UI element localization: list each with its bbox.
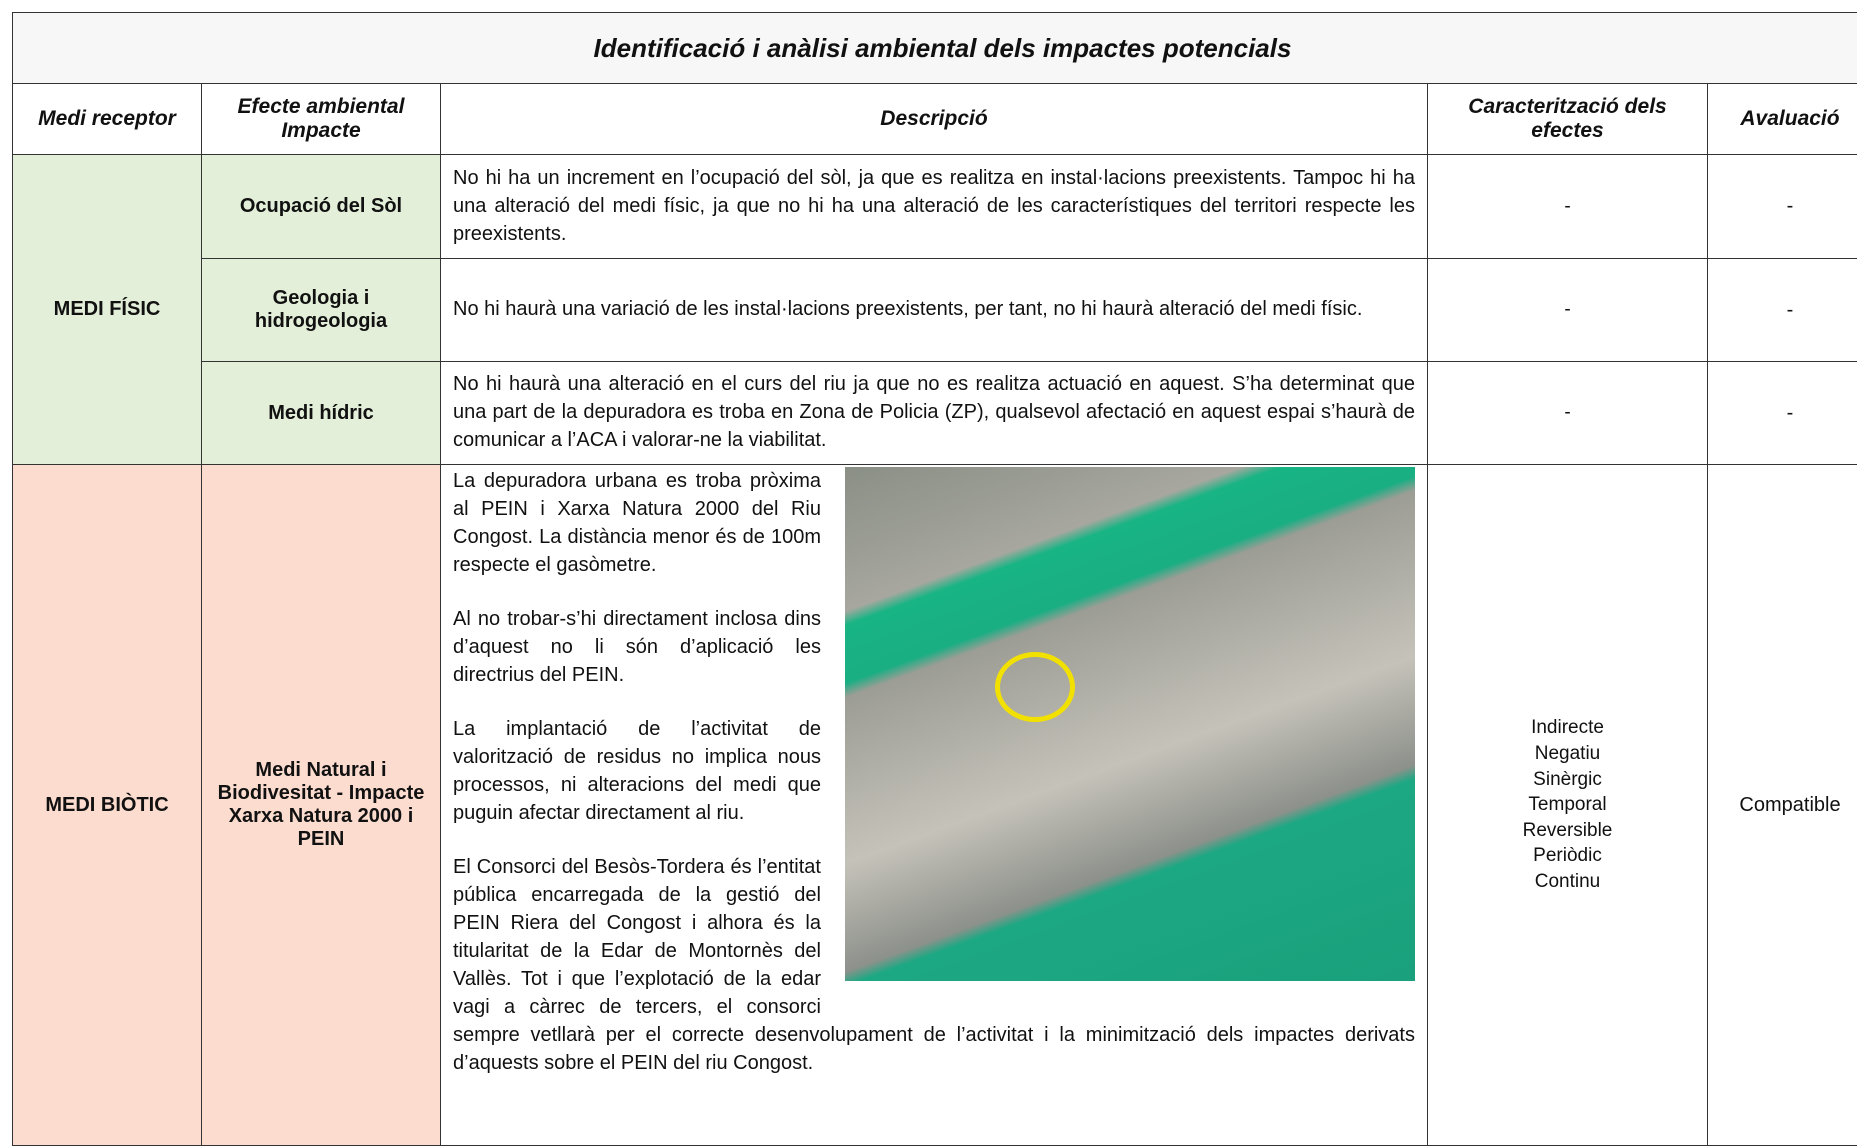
header-cell: Caracterització dels efectes	[1428, 84, 1708, 155]
effect: Indirecte	[1440, 715, 1695, 741]
avaluacio: -	[1708, 362, 1857, 465]
description-paragraph: No hi ha un increment en l’ocupació del …	[453, 164, 1415, 248]
header-cell: Efecte ambiental Impacte	[202, 84, 441, 155]
effect: Continu	[1440, 869, 1695, 895]
avaluacio: Compatible	[1708, 465, 1857, 1146]
efecte: Medi hídric	[202, 362, 441, 465]
effect: -	[1440, 400, 1695, 426]
caracteritzacio: -	[1428, 155, 1708, 259]
header-cell: Medi receptor	[13, 84, 202, 155]
effect: Temporal	[1440, 792, 1695, 818]
descripcio: La depuradora urbana es troba pròxima al…	[441, 465, 1428, 1146]
efecte: Geologia i hidrogeologia	[202, 259, 441, 362]
caracteritzacio: -	[1428, 259, 1708, 362]
medi-receptor: MEDI BIÒTIC	[13, 465, 202, 1146]
description-paragraph: No hi haurà una alteració en el curs del…	[453, 370, 1415, 454]
site-photo	[845, 467, 1415, 981]
location-ring	[995, 652, 1075, 722]
efecte: Ocupació del Sòl	[202, 155, 441, 259]
effect: Negatiu	[1440, 741, 1695, 767]
header-cell: Descripció	[441, 84, 1428, 155]
descripcio: No hi haurà una alteració en el curs del…	[441, 362, 1428, 465]
impact-table: Identificació i anàlisi ambiental dels i…	[12, 12, 1857, 1146]
header-cell: Avaluació	[1708, 84, 1857, 155]
descripcio: No hi haurà una variació de les instal·l…	[441, 259, 1428, 362]
title-row: Identificació i anàlisi ambiental dels i…	[13, 13, 1857, 84]
avaluacio: -	[1708, 259, 1857, 362]
medi-receptor: MEDI FÍSIC	[13, 155, 202, 465]
effect: -	[1440, 297, 1695, 323]
descripcio: No hi ha un increment en l’ocupació del …	[441, 155, 1428, 259]
avaluacio: -	[1708, 155, 1857, 259]
caracteritzacio: -	[1428, 362, 1708, 465]
effect: Periòdic	[1440, 843, 1695, 869]
title: Identificació i anàlisi ambiental dels i…	[13, 13, 1857, 84]
effect: Reversible	[1440, 818, 1695, 844]
effect: Sinèrgic	[1440, 767, 1695, 793]
efecte: Medi Natural i Biodivesitat - Impacte Xa…	[202, 465, 441, 1146]
row: Geologia i hidrogeologia No hi haurà una …	[13, 259, 1857, 362]
description-paragraph: No hi haurà una variació de les instal·l…	[453, 295, 1415, 323]
effect: -	[1440, 194, 1695, 220]
